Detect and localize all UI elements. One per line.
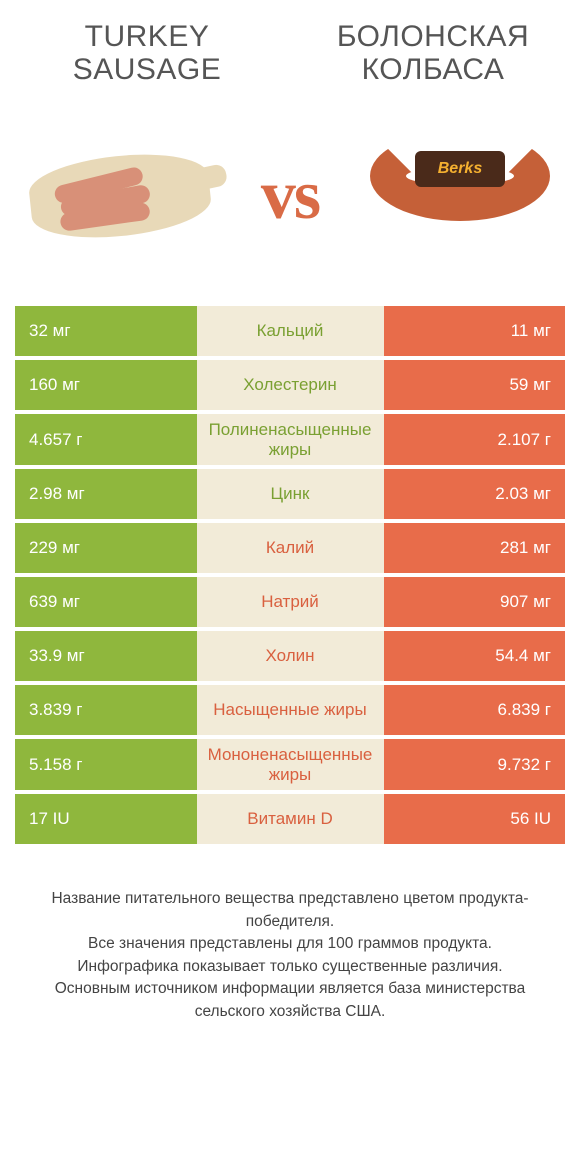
left-value: 2.98 мг bbox=[15, 469, 197, 519]
left-value: 32 мг bbox=[15, 306, 197, 356]
left-value: 17 IU bbox=[15, 794, 197, 844]
footer-line: Все значения представлены для 100 граммо… bbox=[20, 933, 560, 955]
vs-row: vs Berks bbox=[0, 106, 580, 306]
left-value: 4.657 г bbox=[15, 414, 197, 465]
left-value: 160 мг bbox=[15, 360, 197, 410]
nutrient-label: Калий bbox=[197, 523, 384, 573]
footer-line: Инфографика показывает только существенн… bbox=[20, 956, 560, 978]
right-value: 2.03 мг bbox=[384, 469, 566, 519]
footer-notes: Название питательного вещества представл… bbox=[0, 848, 580, 1023]
nutrient-label: Полиненасыщенные жиры bbox=[197, 414, 384, 465]
right-value: 9.732 г bbox=[384, 739, 566, 790]
left-product-image bbox=[10, 136, 230, 256]
table-row: 160 мгХолестерин59 мг bbox=[15, 360, 565, 414]
table-row: 639 мгНатрий907 мг bbox=[15, 577, 565, 631]
left-value: 3.839 г bbox=[15, 685, 197, 735]
nutrient-label: Витамин D bbox=[197, 794, 384, 844]
left-value: 33.9 мг bbox=[15, 631, 197, 681]
right-value: 11 мг bbox=[384, 306, 566, 356]
vs-label: vs bbox=[261, 156, 319, 236]
nutrient-label: Холин bbox=[197, 631, 384, 681]
table-row: 3.839 гНасыщенные жиры6.839 г bbox=[15, 685, 565, 739]
right-value: 907 мг bbox=[384, 577, 566, 627]
left-value: 229 мг bbox=[15, 523, 197, 573]
right-product-image: Berks bbox=[350, 136, 570, 256]
nutrient-label: Холестерин bbox=[197, 360, 384, 410]
brand-label: Berks bbox=[415, 151, 505, 187]
right-value: 54.4 мг bbox=[384, 631, 566, 681]
footer-line: Основным источником информации является … bbox=[20, 978, 560, 1023]
right-value: 59 мг bbox=[384, 360, 566, 410]
right-title: БОЛОНСКАЯ КОЛБАСА bbox=[316, 20, 550, 86]
right-value: 6.839 г bbox=[384, 685, 566, 735]
right-value: 56 IU bbox=[384, 794, 566, 844]
nutrient-label: Цинк bbox=[197, 469, 384, 519]
nutrient-label: Мононенасыщенные жиры bbox=[197, 739, 384, 790]
table-row: 229 мгКалий281 мг bbox=[15, 523, 565, 577]
right-value: 2.107 г bbox=[384, 414, 566, 465]
nutrient-label: Насыщенные жиры bbox=[197, 685, 384, 735]
titles-row: TURKEY SAUSAGE БОЛОНСКАЯ КОЛБАСА bbox=[0, 10, 580, 106]
left-value: 5.158 г bbox=[15, 739, 197, 790]
nutrient-label: Кальций bbox=[197, 306, 384, 356]
left-value: 639 мг bbox=[15, 577, 197, 627]
comparison-table: 32 мгКальций11 мг160 мгХолестерин59 мг4.… bbox=[15, 306, 565, 848]
left-title: TURKEY SAUSAGE bbox=[30, 20, 264, 86]
right-value: 281 мг bbox=[384, 523, 566, 573]
table-row: 32 мгКальций11 мг bbox=[15, 306, 565, 360]
table-row: 17 IUВитамин D56 IU bbox=[15, 794, 565, 848]
nutrient-label: Натрий bbox=[197, 577, 384, 627]
table-row: 4.657 гПолиненасыщенные жиры2.107 г bbox=[15, 414, 565, 469]
footer-line: Название питательного вещества представл… bbox=[20, 888, 560, 933]
table-row: 33.9 мгХолин54.4 мг bbox=[15, 631, 565, 685]
table-row: 5.158 гМононенасыщенные жиры9.732 г bbox=[15, 739, 565, 794]
table-row: 2.98 мгЦинк2.03 мг bbox=[15, 469, 565, 523]
